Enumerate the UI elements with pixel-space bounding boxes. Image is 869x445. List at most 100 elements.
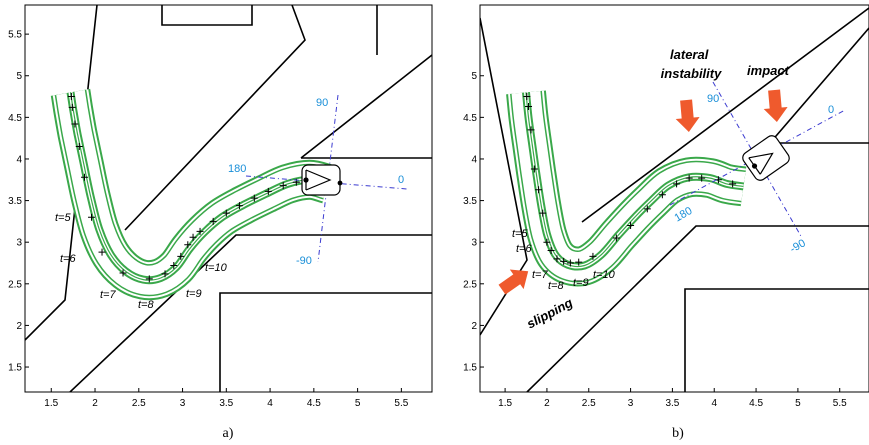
time-label-t6-a: t=6	[60, 253, 76, 265]
y-tick-label: 4	[471, 154, 477, 165]
trajectory-marker	[539, 209, 547, 217]
trajectory-marker	[685, 174, 693, 182]
panel-b: 90 0 180 -90 t=5 t=6 t=7 t=8 t=9 t=10 la…	[463, 4, 869, 441]
trajectory-marker	[264, 187, 272, 195]
x-tick-label: 3	[180, 398, 186, 409]
markers-a	[67, 93, 322, 283]
trajectory-marker	[575, 258, 583, 266]
x-tick-label: 5	[355, 398, 361, 409]
caption-a: a)	[223, 426, 234, 441]
axis-ticks-a: 1.5 2 2.5 3 3.5 4 4.5 5 5.5 1.5 2 2.5 3 3.5 4 4.5 5 5.5	[8, 30, 409, 409]
x-tick-label: 2	[92, 398, 98, 409]
trajectory-marker	[250, 194, 258, 202]
y-tick-label: 4.5	[8, 113, 22, 124]
y-tick-label: 5	[16, 71, 22, 82]
y-tick-label: 2.5	[8, 279, 22, 290]
axis-ticks-b: 1.5 2 2.5 3 3.5 4 4.5 5 5.5 1.5 2 2.5 3 3.5 4 4.5 5	[463, 71, 847, 409]
y-tick-label: 3	[16, 238, 22, 249]
time-label-t7-b: t=7	[532, 269, 548, 281]
x-tick-label: 4.5	[749, 398, 763, 409]
time-label-t5-b: t=5	[512, 228, 528, 240]
angle-label-neg90-a: -90	[296, 255, 312, 267]
trajectory-a	[69, 92, 328, 281]
trajectory-marker	[67, 93, 75, 101]
x-tick-label: 5.5	[833, 398, 847, 409]
trajectory-marker	[523, 93, 531, 101]
trajectory-marker	[525, 103, 533, 111]
time-label-t8-b: t=8	[548, 280, 564, 292]
time-label-t7-a: t=7	[100, 289, 116, 301]
time-label-t9-b: t=9	[573, 277, 589, 289]
y-tick-label: 4.5	[463, 113, 477, 124]
trajectory-marker	[612, 234, 620, 242]
x-tick-label: 1.5	[498, 398, 512, 409]
annotation-impact: impact	[747, 63, 790, 78]
angle-label-0-a: 0	[398, 174, 404, 186]
time-label-t5-a: t=5	[55, 212, 71, 224]
y-tick-label: 2.5	[463, 279, 477, 290]
trajectory-marker	[209, 217, 217, 225]
angle-label-90-b: 90	[707, 93, 719, 105]
time-label-t8-a: t=8	[138, 299, 154, 311]
trajectory-line	[69, 92, 328, 281]
trajectory-marker	[627, 222, 635, 230]
trajectory-marker	[71, 120, 79, 128]
y-tick-label: 2	[16, 321, 22, 332]
trajectory-marker	[658, 191, 666, 199]
trajectory-marker	[547, 247, 555, 255]
x-tick-label: 3.5	[219, 398, 233, 409]
trajectory-marker	[88, 213, 96, 221]
markers-b	[523, 93, 737, 267]
y-tick-label: 3	[471, 238, 477, 249]
x-tick-label: 4	[711, 398, 717, 409]
x-tick-label: 2.5	[582, 398, 596, 409]
trajectory-marker	[530, 165, 538, 173]
panel-a: 180 90 0 -90 t=5 t=6 t=7 t=8 t=9 t=10 1.…	[8, 4, 433, 441]
trajectory-marker	[543, 238, 551, 246]
angle-label-0-b: 0	[828, 104, 834, 116]
trajectory-marker	[145, 275, 153, 283]
time-label-t6-b: t=6	[516, 243, 532, 255]
y-tick-label: 4	[16, 154, 22, 165]
x-tick-label: 2.5	[132, 398, 146, 409]
trajectory-marker	[189, 233, 197, 241]
trajectory-marker	[161, 270, 169, 278]
trajectory-marker	[119, 269, 127, 277]
trajectory-marker	[527, 126, 535, 134]
trajectory-marker	[535, 186, 543, 194]
y-tick-label: 2	[471, 321, 477, 332]
y-tick-label: 5.5	[8, 30, 22, 41]
y-tick-label: 3.5	[463, 196, 477, 207]
x-tick-label: 4.5	[307, 398, 321, 409]
annotation-lateral-instability: lateral instability	[661, 47, 722, 81]
angle-label-90-a: 90	[316, 97, 328, 109]
time-label-t10-b: t=10	[593, 269, 616, 281]
caption-b: b)	[672, 426, 684, 441]
trajectory-marker	[170, 261, 178, 269]
time-label-t9-a: t=9	[186, 288, 202, 300]
trajectory-marker	[643, 205, 651, 213]
y-tick-label: 1.5	[463, 363, 477, 374]
trajectory-marker	[177, 252, 185, 260]
trajectory-marker	[75, 142, 83, 150]
trajectory-marker	[196, 227, 204, 235]
trajectory-marker	[566, 259, 574, 267]
x-tick-label: 4	[267, 398, 273, 409]
trajectory-marker	[235, 202, 243, 210]
road-boundaries-b	[480, 7, 869, 392]
x-tick-label: 1.5	[44, 398, 58, 409]
trajectory-marker	[184, 241, 192, 249]
angle-label-180-a: 180	[228, 163, 246, 175]
trajectory-marker	[673, 180, 681, 188]
x-tick-label: 2	[544, 398, 550, 409]
y-tick-label: 1.5	[8, 363, 22, 374]
y-tick-label: 3.5	[8, 196, 22, 207]
trajectory-marker	[729, 180, 737, 188]
trajectory-marker	[81, 173, 89, 181]
x-tick-label: 3	[628, 398, 634, 409]
vehicle-b	[742, 135, 790, 181]
time-label-t10-a: t=10	[205, 262, 228, 274]
trajectory-marker	[553, 255, 561, 263]
trajectory-marker	[279, 182, 287, 190]
trajectory-marker	[560, 257, 568, 265]
